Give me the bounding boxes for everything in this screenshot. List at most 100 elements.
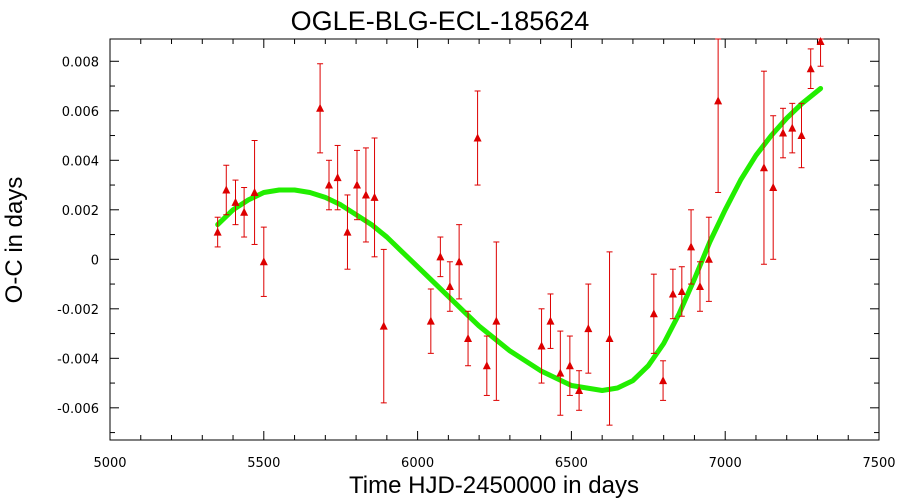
data-point xyxy=(222,164,231,216)
data-point xyxy=(426,288,435,354)
point-marker xyxy=(659,376,668,385)
y-tick-label: -0.006 xyxy=(57,402,99,417)
x-tick-label: 7000 xyxy=(709,456,742,471)
data-point xyxy=(482,335,491,396)
data-point xyxy=(584,283,593,374)
point-marker xyxy=(370,192,379,201)
data-point xyxy=(779,107,788,159)
x-tick-label: 6500 xyxy=(555,456,588,471)
point-marker xyxy=(316,103,325,112)
data-point xyxy=(445,261,454,312)
point-marker xyxy=(605,334,614,343)
y-tick-label: 0.006 xyxy=(62,105,99,120)
data-point xyxy=(333,144,342,211)
plot-border xyxy=(109,38,880,441)
y-axis: -0.006 -0.004 -0.002 0 0.002 0.004 0.006 0.008 xyxy=(57,55,879,434)
data-point xyxy=(325,159,334,211)
point-marker xyxy=(213,227,222,236)
data-point xyxy=(816,36,825,67)
data-point xyxy=(797,102,806,169)
x-axis-label: Time HJD-2450000 in days xyxy=(349,472,639,499)
data-point xyxy=(379,248,388,404)
point-marker xyxy=(426,316,435,325)
data-point xyxy=(455,224,464,300)
plot-frame xyxy=(109,38,880,441)
point-marker xyxy=(231,197,240,206)
point-marker xyxy=(361,190,370,199)
point-marker xyxy=(333,173,342,182)
data-point xyxy=(537,308,546,384)
data-point xyxy=(788,102,797,154)
x-axis: 5000 5500 6000 6500 7000 7500 xyxy=(93,39,896,471)
data-point xyxy=(659,360,668,401)
point-marker xyxy=(677,286,686,295)
point-marker xyxy=(343,227,352,236)
y-tick-label: 0.004 xyxy=(62,154,99,169)
data-point xyxy=(714,38,723,193)
point-marker xyxy=(240,207,249,216)
point-marker xyxy=(482,361,491,370)
point-marker xyxy=(259,257,268,266)
data-point xyxy=(556,330,565,416)
point-marker xyxy=(816,36,825,45)
x-tick-label: 5000 xyxy=(93,456,126,471)
data-point xyxy=(259,226,268,297)
point-marker xyxy=(779,128,788,137)
data-point xyxy=(769,115,778,260)
x-tick-label: 7500 xyxy=(862,456,895,471)
point-marker xyxy=(455,257,464,266)
point-marker xyxy=(473,133,482,142)
point-marker xyxy=(565,361,574,370)
data-point xyxy=(353,149,362,221)
point-marker xyxy=(222,185,231,194)
data-point xyxy=(704,216,713,302)
point-marker xyxy=(687,242,696,251)
data-point xyxy=(250,139,259,245)
point-marker xyxy=(436,252,445,261)
point-marker xyxy=(769,183,778,192)
point-marker xyxy=(492,316,501,325)
data-point xyxy=(213,216,222,248)
fit-curve xyxy=(215,86,824,393)
point-marker xyxy=(584,324,593,333)
data-point xyxy=(565,335,574,396)
data-point xyxy=(240,187,249,238)
y-tick-label: 0.008 xyxy=(62,55,99,70)
data-point xyxy=(759,70,768,265)
data-point xyxy=(649,273,658,354)
point-marker xyxy=(668,289,677,298)
point-marker xyxy=(788,123,797,132)
point-marker xyxy=(464,334,473,343)
y-tick-label: 0 xyxy=(91,253,99,268)
data-points xyxy=(213,36,825,426)
data-point xyxy=(343,194,352,270)
point-marker xyxy=(546,316,555,325)
chart-title: OGLE-BLG-ECL-185624 xyxy=(291,6,590,36)
point-marker xyxy=(714,96,723,105)
data-point xyxy=(605,251,614,426)
data-point xyxy=(370,137,379,258)
data-point xyxy=(546,293,555,349)
data-point xyxy=(677,266,686,317)
point-marker xyxy=(704,254,713,263)
y-tick-label: -0.004 xyxy=(57,352,99,367)
y-tick-label: -0.002 xyxy=(57,303,99,318)
data-point xyxy=(806,48,815,90)
point-marker xyxy=(556,368,565,377)
x-tick-label: 6000 xyxy=(401,456,434,471)
point-marker xyxy=(575,385,584,394)
point-marker xyxy=(797,131,806,140)
fit-layer xyxy=(215,86,824,393)
point-marker xyxy=(695,282,704,291)
data-point xyxy=(575,370,584,411)
x-tick-label: 5500 xyxy=(247,456,280,471)
data-point xyxy=(231,179,240,226)
point-marker xyxy=(537,341,546,350)
data-point xyxy=(436,236,445,278)
data-point xyxy=(464,310,473,367)
data-point xyxy=(316,63,325,154)
point-marker xyxy=(353,180,362,189)
point-marker xyxy=(250,187,259,196)
point-marker xyxy=(649,309,658,318)
